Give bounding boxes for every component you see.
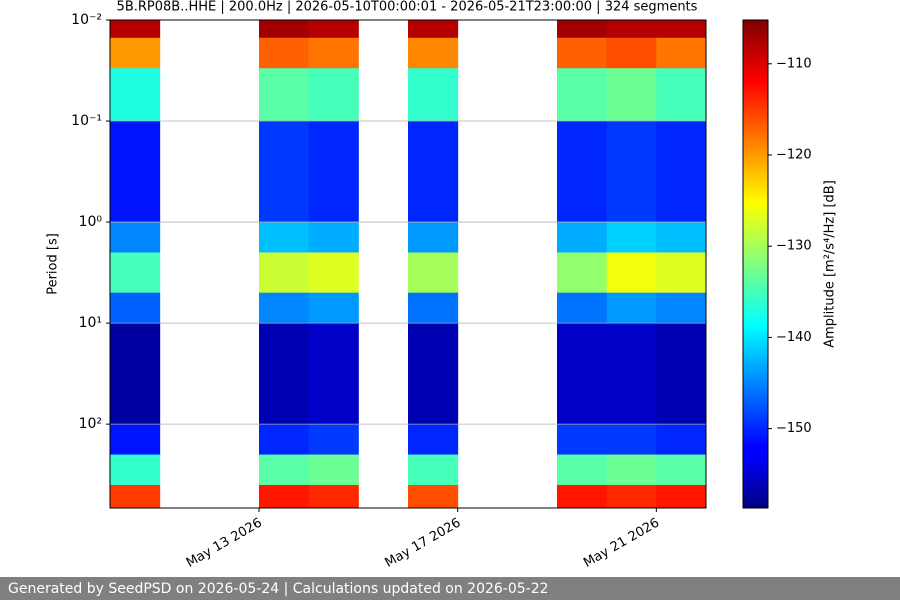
heatmap-cell — [110, 121, 161, 223]
heatmap-cell — [110, 20, 161, 39]
heatmap-cell — [259, 323, 310, 425]
heatmap-cell — [408, 454, 459, 486]
colorbar-tick-label: −120 — [776, 147, 812, 162]
colorbar-label: Amplitude [m²/s⁴/Hz] [dB] — [823, 180, 838, 348]
heatmap-cell — [606, 222, 657, 253]
heatmap-cell — [606, 37, 657, 69]
x-tick-label: May 13 2026 — [184, 516, 265, 571]
colorbar-tick-label: −150 — [776, 421, 812, 436]
heatmap-cell — [110, 292, 161, 324]
heatmap-cell — [606, 252, 657, 294]
heatmap-cell — [656, 454, 707, 486]
heatmap-cell — [308, 222, 359, 253]
colorbar-tick-label: −140 — [776, 330, 812, 345]
heatmap-cell — [110, 424, 161, 456]
heatmap-cell — [656, 20, 707, 39]
heatmap-cell — [110, 454, 161, 486]
y-tick-label: 10⁻¹ — [71, 113, 102, 129]
colorbar — [742, 19, 769, 509]
heatmap-cell — [308, 424, 359, 456]
heatmap-cell — [557, 292, 608, 324]
y-tick-label: 10² — [79, 416, 102, 432]
heatmap-cell — [656, 68, 707, 122]
heatmap-cell — [557, 252, 608, 294]
heatmap-cell — [408, 37, 459, 69]
heatmap-cell — [259, 222, 310, 253]
heatmap-cell — [656, 424, 707, 456]
heatmap-cell — [308, 68, 359, 122]
heatmap-cell — [606, 68, 657, 122]
heatmap-cell — [408, 292, 459, 324]
heatmap-cell — [557, 424, 608, 456]
heatmap-cell — [259, 68, 310, 122]
heatmap-cell — [557, 484, 608, 509]
y-tick-label: 10⁻² — [71, 12, 102, 28]
heatmap-cell — [308, 252, 359, 294]
heatmap-cell — [308, 454, 359, 486]
heatmap-cell — [308, 323, 359, 425]
heatmap-cell — [110, 252, 161, 294]
heatmap-cell — [259, 454, 310, 486]
heatmap-cell — [606, 20, 657, 39]
heatmap-cell — [110, 68, 161, 122]
heatmap-cell — [308, 292, 359, 324]
heatmap-cell — [557, 454, 608, 486]
heatmap-cell — [110, 323, 161, 425]
heatmap-cell — [656, 292, 707, 324]
heatmap-cell — [408, 20, 459, 39]
heatmap-cell — [308, 37, 359, 69]
colorbar-tick-label: −130 — [776, 239, 812, 254]
heatmap-cell — [110, 222, 161, 253]
heatmap-cell — [110, 37, 161, 69]
y-tick-label: 10⁰ — [79, 214, 103, 230]
heatmap-cell — [259, 484, 310, 509]
heatmap-cell — [656, 37, 707, 69]
heatmap-cell — [259, 292, 310, 324]
heatmap-cell — [606, 454, 657, 486]
heatmap-cell — [308, 20, 359, 39]
heatmap-cell — [656, 252, 707, 294]
heatmap-cell — [408, 121, 459, 223]
y-axis-label: Period [s] — [46, 233, 61, 295]
plot-frame — [109, 19, 707, 509]
heatmap-cell — [557, 68, 608, 122]
heatmap-cell — [606, 424, 657, 456]
heatmap-cell — [110, 484, 161, 509]
heatmap-cell — [606, 121, 657, 223]
footer: Generated by SeedPSD on 2026-05-24 | Cal… — [0, 577, 900, 600]
heatmap-cell — [606, 292, 657, 324]
chart-title: 5B.RP08B..HHE | 200.0Hz | 2026-05-10T00:… — [117, 0, 698, 15]
heatmap-cell — [656, 484, 707, 509]
x-tick-label: May 17 2026 — [382, 516, 463, 571]
heatmap-cell — [656, 222, 707, 253]
heatmap-cell — [408, 323, 459, 425]
heatmap-cell — [606, 484, 657, 509]
heatmap-cell — [259, 424, 310, 456]
heatmap-cell — [656, 121, 707, 223]
heatmap-cell — [408, 252, 459, 294]
heatmap-cell — [408, 222, 459, 253]
heatmap-cell — [656, 323, 707, 425]
heatmap-cell — [259, 121, 310, 223]
heatmap-cell — [308, 484, 359, 509]
heatmap-cell — [408, 424, 459, 456]
heatmap-cell — [557, 222, 608, 253]
heatmap-cell — [557, 37, 608, 69]
heatmap-cell — [408, 484, 459, 509]
heatmap-cell — [259, 37, 310, 69]
x-tick-label: May 21 2026 — [581, 516, 662, 571]
y-tick-label: 10¹ — [79, 315, 102, 331]
heatmap-cell — [557, 121, 608, 223]
heatmap-cell — [259, 252, 310, 294]
heatmap-cell — [308, 121, 359, 223]
heatmap — [110, 20, 707, 509]
heatmap-cell — [259, 20, 310, 39]
chart: 10⁻² 10⁻¹ 10⁰ 10¹ 10² May 13 2026 May 17 2026 M… — [46, 0, 838, 571]
heatmap-cell — [557, 20, 608, 39]
heatmap-cell — [557, 323, 608, 425]
heatmap-cell — [408, 68, 459, 122]
heatmap-cell — [606, 323, 657, 425]
colorbar-tick-label: −110 — [776, 56, 812, 71]
